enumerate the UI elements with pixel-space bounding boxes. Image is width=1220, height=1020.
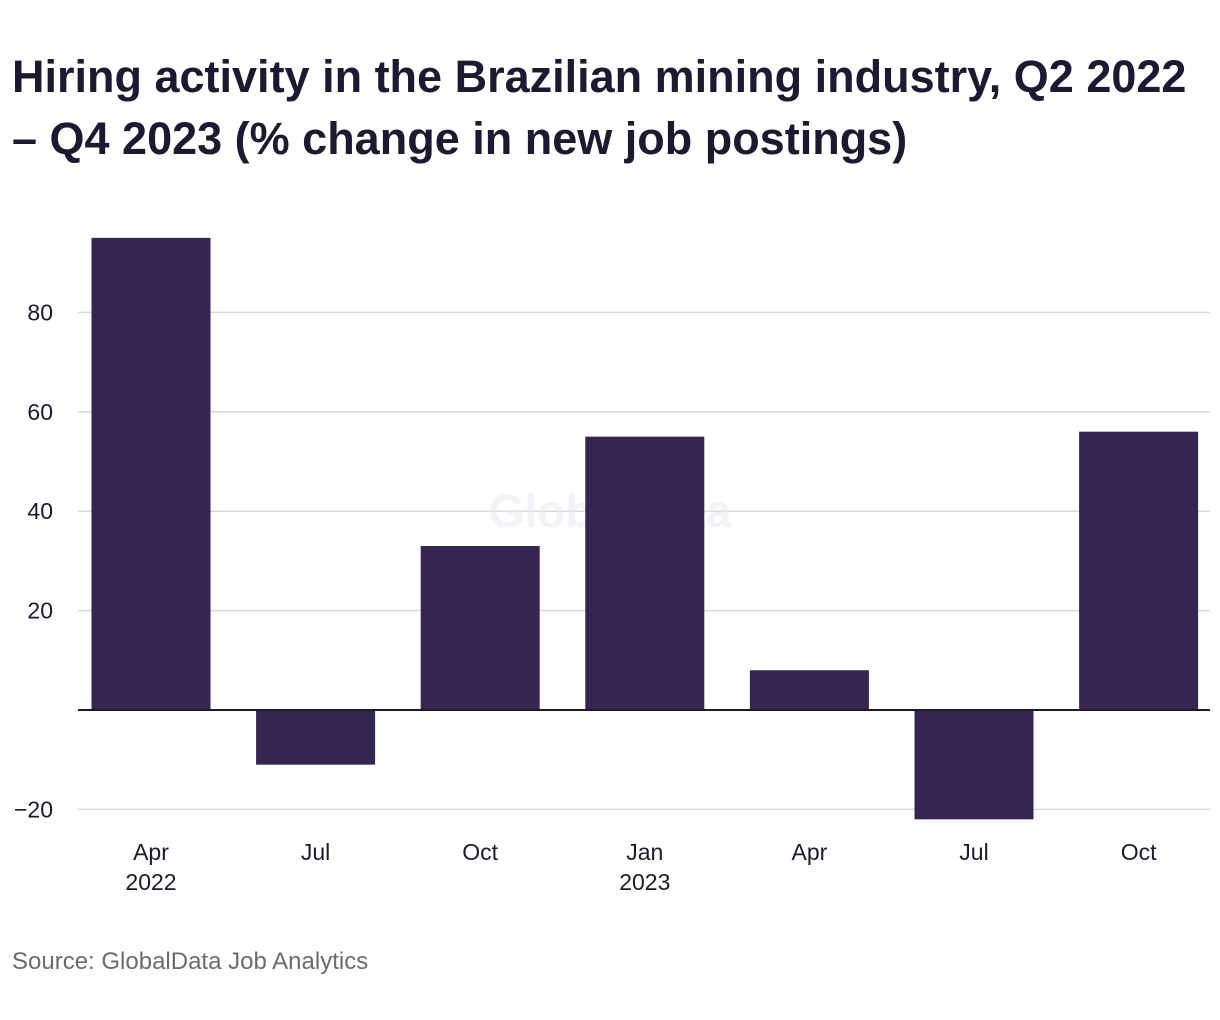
x-tick-year-label: 2023 — [619, 869, 670, 895]
bar — [585, 436, 705, 710]
bar — [749, 670, 869, 710]
y-axis-ticks: −20 20 40 60 80 — [14, 299, 53, 822]
x-tick-label: Jul — [959, 839, 988, 865]
x-tick-label: Oct — [462, 839, 498, 865]
bar — [914, 710, 1034, 820]
x-tick-label: Apr — [133, 839, 169, 865]
x-tick-year-label: 2022 — [125, 869, 176, 895]
x-axis-ticks: Apr 2022 Jul Oct Jan 2023 Apr Jul Oct — [125, 839, 1157, 895]
bar — [1079, 431, 1199, 710]
source-note: Source: GlobalData Job Analytics — [12, 948, 369, 975]
bar — [420, 545, 540, 710]
chart-title: Hiring activity in the Brazilian mining … — [12, 51, 1187, 164]
x-tick-label: Jul — [301, 839, 330, 865]
x-tick-label: Jan — [626, 839, 663, 865]
bars — [91, 237, 1199, 820]
y-tick-label: 60 — [27, 399, 53, 425]
y-tick-label: −20 — [14, 796, 53, 822]
y-tick-label: 40 — [27, 498, 53, 524]
x-tick-label: Apr — [792, 839, 828, 865]
bar — [91, 237, 211, 710]
x-tick-label: Oct — [1121, 839, 1157, 865]
bar — [256, 710, 376, 765]
y-tick-label: 20 — [27, 598, 53, 624]
y-tick-label: 80 — [27, 299, 53, 325]
